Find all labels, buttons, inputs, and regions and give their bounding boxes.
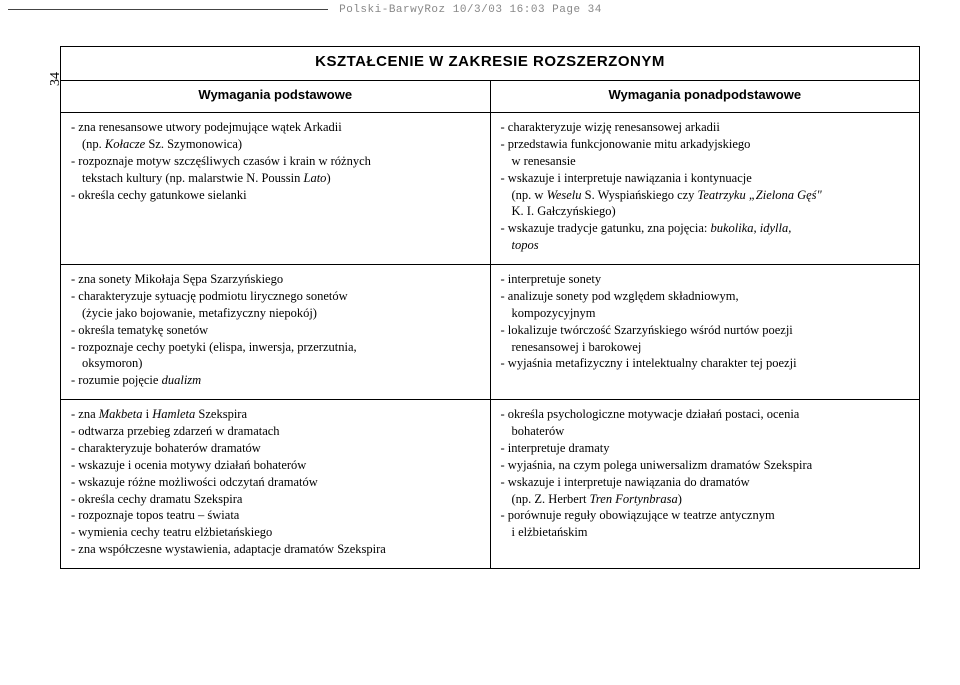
table-header-row: Wymagania podstawowe Wymagania ponadpods… (61, 81, 920, 113)
table-title-row: KSZTAŁCENIE W ZAKRESIE ROZSZERZONYM (61, 47, 920, 81)
cell-basic: - zna Makbeta i Hamleta Szekspira- odtwa… (61, 400, 491, 569)
cell-content: - określa psychologiczne motywacje dział… (501, 406, 910, 541)
cell-content: - zna sonety Mikołaja Sępa Szarzyńskiego… (71, 271, 480, 389)
cell-advanced: - określa psychologiczne motywacje dział… (490, 400, 920, 569)
print-header: Polski-BarwyRoz 10/3/03 16:03 Page 34 (0, 0, 960, 16)
cell-advanced: - charakteryzuje wizję renesansowej arka… (490, 113, 920, 265)
page-number: 34 (48, 72, 64, 86)
print-header-text: Polski-BarwyRoz 10/3/03 16:03 Page 34 (339, 4, 602, 16)
cell-content: - interpretuje sonety- analizuje sonety … (501, 271, 910, 372)
cell-content: - zna Makbeta i Hamleta Szekspira- odtwa… (71, 406, 480, 558)
page: 34 KSZTAŁCENIE W ZAKRESIE ROZSZERZONYM W… (0, 16, 960, 589)
table-title: KSZTAŁCENIE W ZAKRESIE ROZSZERZONYM (61, 47, 920, 81)
cell-basic: - zna renesansowe utwory podejmujące wąt… (61, 113, 491, 265)
cell-content: - charakteryzuje wizję renesansowej arka… (501, 119, 910, 254)
table-row: - zna Makbeta i Hamleta Szekspira- odtwa… (61, 400, 920, 569)
table-row: - zna sonety Mikołaja Sępa Szarzyńskiego… (61, 265, 920, 400)
col2-header: Wymagania ponadpodstawowe (490, 81, 920, 113)
cell-basic: - zna sonety Mikołaja Sępa Szarzyńskiego… (61, 265, 491, 400)
col1-header: Wymagania podstawowe (61, 81, 491, 113)
curriculum-table: KSZTAŁCENIE W ZAKRESIE ROZSZERZONYM Wyma… (60, 46, 920, 569)
cell-content: - zna renesansowe utwory podejmujące wąt… (71, 119, 480, 203)
cell-advanced: - interpretuje sonety- analizuje sonety … (490, 265, 920, 400)
table-row: - zna renesansowe utwory podejmujące wąt… (61, 113, 920, 265)
